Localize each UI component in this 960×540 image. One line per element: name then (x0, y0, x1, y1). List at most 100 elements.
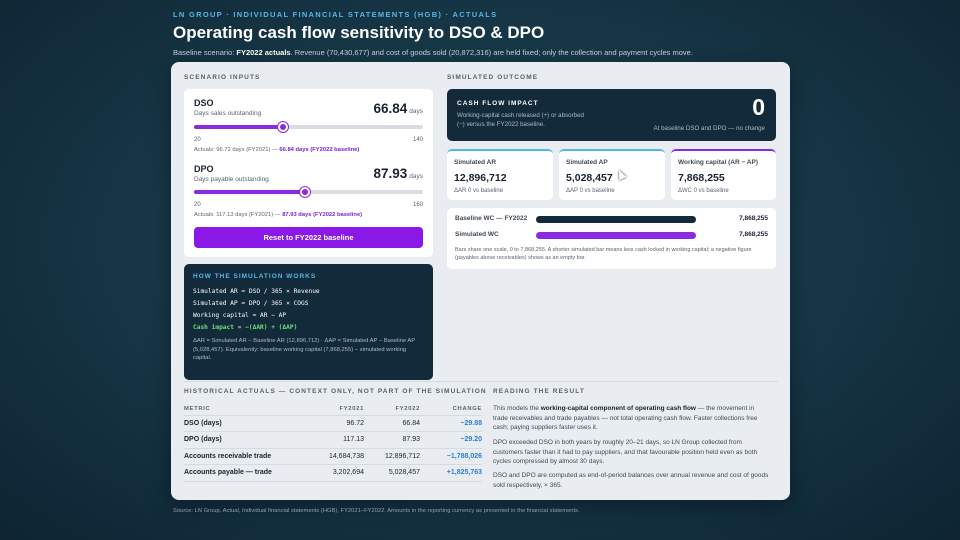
dpo-slider-fill (194, 190, 306, 194)
reading-paragraph-2: DPO exceeded DSO in both years by roughl… (493, 439, 758, 465)
cash-flow-impact-value: 0 (752, 94, 765, 120)
subtitle-rest: . Revenue (70,430,677) and cost of goods… (290, 48, 693, 57)
dpo-value: 87.93 (373, 166, 408, 181)
change-value: −1,788,026 (420, 448, 482, 465)
dso-value-display: 66.84 days (373, 101, 423, 116)
reading-paragraph-3: DSO and DPO are computed as end-of-perio… (493, 472, 769, 489)
subtitle-prefix: Baseline scenario: (173, 48, 237, 57)
col-metric: METRIC (184, 403, 302, 416)
dso-min: 20 (194, 137, 201, 143)
dso-actuals: Actuals: 96.72 days (FY2021) — 66.84 day… (194, 147, 359, 153)
table-header-row: METRIC FY2021 FY2022 CHANGE (184, 403, 482, 416)
simulated-wc-bar (536, 232, 696, 239)
reading-p1-emphasis: working-capital component of operating c… (540, 405, 696, 412)
bars-note: Bars share one scale, 0 to 7,868,255. A … (455, 247, 752, 261)
how-it-works-note: ΔAR = Simulated AR − Baseline AR (12,896… (193, 338, 416, 361)
formula-ap: Simulated AP = DPO / 365 × COGS (193, 300, 309, 307)
cash-flow-impact-title: CASH FLOW IMPACT (457, 100, 539, 107)
historical-label: HISTORICAL ACTUALS — CONTEXT ONLY, NOT P… (184, 388, 487, 395)
dpo-value-display: 87.93 days (373, 166, 423, 181)
how-it-works-title: HOW THE SIMULATION WORKS (193, 273, 317, 280)
stat-title: Simulated AP (566, 159, 608, 166)
table-row: DPO (days) 117.13 87.93 −29.20 (184, 431, 482, 449)
reading-paragraph-1: This models the working-capital componen… (493, 404, 769, 433)
cash-flow-impact-panel: CASH FLOW IMPACT Working-capital cash re… (447, 89, 776, 141)
metric-name: Accounts payable — trade (184, 464, 302, 482)
stat-value: 5,028,457 (566, 172, 613, 184)
cash-flow-impact-description: Working-capital cash released (+) or abs… (457, 112, 584, 128)
baseline-wc-label: Baseline WC — FY2022 (455, 215, 528, 222)
dso-slider[interactable] (194, 122, 423, 132)
cash-flow-impact-status: At baseline DSO and DPO — no change (653, 125, 765, 132)
simulated-wc-bar-fill (536, 232, 696, 239)
simulated-wc-label: Simulated WC (455, 231, 499, 238)
reading-title: READING THE RESULT (493, 388, 585, 395)
baseline-wc-bar (536, 216, 696, 223)
dpo-name: DPO (194, 164, 214, 174)
change-value: +1,825,763 (420, 464, 482, 482)
col-change: CHANGE (420, 403, 482, 416)
reading-p1-start: This models the (493, 405, 541, 412)
formula-ar: Simulated AR = DSO / 365 × Revenue (193, 288, 320, 295)
reading-p1-end: — the movement in trade receivables and … (493, 405, 758, 431)
stat-card-working-capital: Working capital (AR − AP) 7,868,255 ΔWC … (671, 149, 776, 200)
fy2022-value: 87.93 (364, 431, 420, 449)
stat-value: 7,868,255 (678, 172, 725, 184)
section-divider (184, 381, 778, 382)
historical-table: METRIC FY2021 FY2022 CHANGE DSO (days) 9… (184, 403, 482, 482)
change-value: −29.20 (420, 431, 482, 449)
change-value: −29.88 (420, 415, 482, 432)
stat-card-simulated-ap: Simulated AP 5,028,457 ΔAP 0 vs baseline (559, 149, 665, 200)
dpo-actuals-text: Actuals: 117.13 days (FY2021) — (194, 212, 283, 218)
page-subtitle: Baseline scenario: FY2022 actuals. Reven… (173, 48, 793, 57)
page-eyebrow: LN GROUP · INDIVIDUAL FINANCIAL STATEMEN… (173, 10, 498, 19)
stat-delta: ΔAP 0 vs baseline (566, 188, 615, 194)
stat-delta: ΔWC 0 vs baseline (678, 188, 729, 194)
stat-card-simulated-ar: Simulated AR 12,896,712 ΔAR 0 vs baselin… (447, 149, 553, 200)
how-it-works-panel: HOW THE SIMULATION WORKS Simulated AR = … (184, 264, 433, 380)
dso-value: 66.84 (373, 101, 408, 116)
metric-name: Accounts receivable trade (184, 448, 302, 465)
table-row: DSO (days) 96.72 66.84 −29.88 (184, 415, 482, 432)
fy2021-value: 117.13 (302, 431, 364, 449)
metric-name: DPO (days) (184, 431, 302, 449)
source-note: Source: LN Group, Actual, Individual fin… (173, 508, 580, 514)
dpo-slider[interactable] (194, 187, 423, 197)
dpo-max: 160 (412, 202, 423, 208)
dpo-slider-thumb[interactable] (300, 187, 311, 197)
dpo-actuals-baseline: 87.93 days (FY2022 baseline) (282, 212, 363, 218)
fy2022-value: 66.84 (364, 415, 420, 432)
table-row: Accounts payable — trade 3,202,694 5,028… (184, 464, 482, 482)
baseline-wc-value: 7,868,255 (739, 215, 768, 222)
dso-slider-thumb[interactable] (278, 122, 289, 132)
dpo-unit: days (409, 173, 423, 180)
dso-actuals-text: Actuals: 96.72 days (FY2021) — (194, 147, 280, 153)
subtitle-baseline: FY2022 actuals (236, 48, 291, 57)
dpo-actuals: Actuals: 117.13 days (FY2021) — 87.93 da… (194, 212, 362, 218)
page-title: Operating cash flow sensitivity to DSO &… (173, 23, 545, 42)
baseline-wc-bar-fill (536, 216, 696, 223)
formula-wc: Working capital = AR − AP (193, 312, 287, 319)
fy2022-value: 5,028,457 (364, 464, 420, 482)
stat-delta: ΔAR 0 vs baseline (454, 188, 504, 194)
dso-unit: days (409, 108, 423, 115)
fy2022-value: 12,896,712 (364, 448, 420, 465)
col-fy2021: FY2021 (302, 403, 364, 416)
dso-actuals-baseline: 66.84 days (FY2022 baseline) (279, 147, 360, 153)
fy2021-value: 14,684,738 (302, 448, 364, 465)
scenario-inputs-label: SCENARIO INPUTS (184, 74, 261, 81)
dso-max: 140 (412, 137, 423, 143)
simulated-wc-value: 7,868,255 (739, 231, 768, 238)
reset-baseline-button[interactable]: Reset to FY2022 baseline (194, 227, 423, 248)
fy2021-value: 96.72 (302, 415, 364, 432)
formula-cash-impact: Cash impact = −(ΔAR) + (ΔAP) (193, 324, 298, 331)
dso-description: Days sales outstanding (194, 110, 262, 117)
page-header: LN GROUP · INDIVIDUAL FINANCIAL STATEMEN… (173, 10, 793, 57)
table-row: Accounts receivable trade 14,684,738 12,… (184, 448, 482, 465)
dpo-description: Days payable outstanding (194, 176, 269, 183)
stat-value: 12,896,712 (454, 172, 507, 184)
working-capital-comparison: Baseline WC — FY2022 7,868,255 Simulated… (447, 208, 776, 269)
col-fy2022: FY2022 (364, 403, 420, 416)
simulated-outcome-label: SIMULATED OUTCOME (447, 74, 539, 81)
dpo-min: 20 (194, 202, 201, 208)
